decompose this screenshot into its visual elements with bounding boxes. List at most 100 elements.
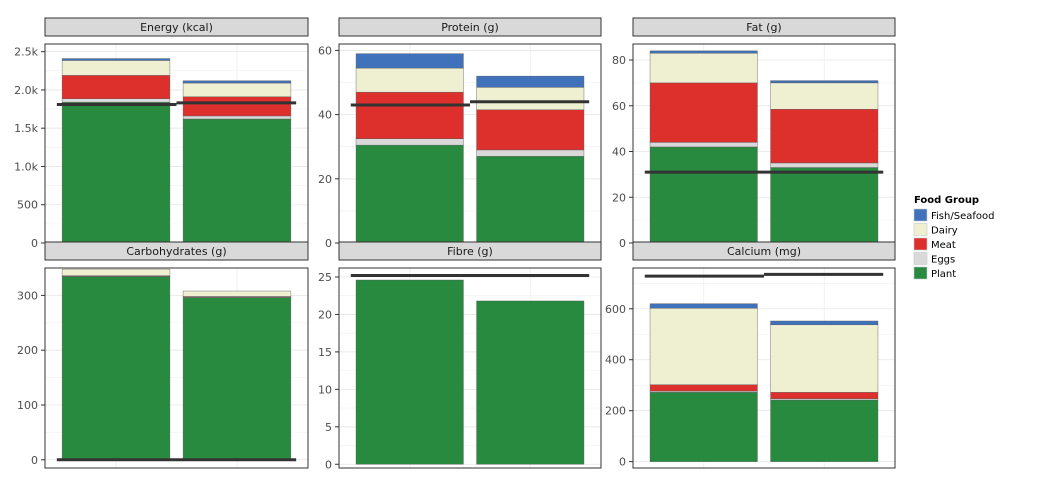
y-tick-label: 600 — [605, 303, 626, 316]
y-tick-label: 20 — [612, 191, 626, 204]
bar-segment — [355, 144, 464, 244]
bar-segment — [770, 80, 879, 84]
bar-segment — [649, 392, 758, 462]
y-tick-label: 300 — [17, 289, 38, 302]
facet-title: Energy (kcal) — [140, 21, 213, 34]
y-tick-label: 80 — [612, 54, 626, 67]
legend-swatch — [913, 223, 928, 236]
bar-segment — [61, 60, 171, 76]
y-tick-label: 20 — [318, 308, 332, 321]
bar-segment — [649, 146, 758, 244]
legend-label: Plant — [931, 269, 956, 280]
y-tick-label: 0 — [31, 454, 38, 467]
facet-title: Fibre (g) — [447, 245, 493, 258]
bar-segment — [355, 67, 464, 93]
facet-strip — [338, 241, 602, 261]
legend-swatch — [913, 266, 928, 280]
y-tick-label: 200 — [17, 344, 38, 357]
bar-segment — [182, 290, 292, 297]
y-tick-label: 200 — [605, 405, 626, 418]
bar-segment — [649, 52, 758, 84]
bar-segment — [649, 384, 758, 392]
bar-segment — [649, 308, 758, 385]
panel-border — [338, 267, 602, 469]
legend-label: Fish/Seafood — [931, 211, 994, 222]
y-tick-label: 60 — [318, 44, 332, 57]
facet-title: Carbohydrates (g) — [126, 245, 226, 258]
facet-panel: Calcium (mg) 0 200 400 600 — [605, 241, 896, 469]
y-tick-label: 1.0k — [14, 160, 38, 173]
bar-segment — [770, 162, 879, 168]
bar-segment — [61, 75, 171, 99]
facet-strip — [338, 17, 602, 37]
facet-panel: Fibre (g) 0 5 10 15 20 25 — [318, 241, 602, 471]
y-tick-label: 40 — [318, 109, 332, 122]
bar-segment — [182, 82, 292, 98]
bar-segment — [182, 297, 292, 460]
bar-segment — [355, 91, 464, 139]
y-tick-label: 60 — [612, 100, 626, 113]
y-tick-label: 25 — [318, 271, 332, 284]
bar-segment — [476, 75, 585, 88]
bar-segment — [61, 58, 171, 61]
y-tick-label: 40 — [612, 146, 626, 159]
y-tick-label: 10 — [318, 383, 332, 396]
facet-panel: Fat (g) 0 20 40 60 80 — [612, 17, 896, 250]
panel-border — [44, 267, 309, 469]
bar-segment — [476, 87, 585, 110]
bar-segment — [476, 109, 585, 151]
legend-label: Meat — [931, 240, 956, 251]
legend-swatch — [913, 237, 928, 251]
bar-segment — [182, 118, 292, 244]
legend-label: Dairy — [931, 226, 958, 237]
y-tick-label: 5 — [325, 421, 332, 434]
legend: Food Group Fish/Seafood Dairy Meat Eggs Plant — [913, 195, 994, 280]
bar-segment — [770, 392, 879, 399]
y-tick-label: 500 — [17, 199, 38, 212]
facet-title: Calcium (mg) — [727, 245, 801, 258]
y-tick-label: 0 — [619, 237, 626, 250]
bar-segment — [770, 167, 879, 244]
bar-segment — [770, 320, 879, 326]
bar-segment — [61, 268, 171, 276]
bar-segment — [182, 96, 292, 117]
facet-strip — [44, 241, 309, 261]
bar-segment — [770, 324, 879, 393]
bar-segment — [770, 399, 879, 462]
bar-segment — [476, 149, 585, 157]
bar-segment — [649, 303, 758, 309]
facet-strip — [632, 17, 896, 37]
bar-segment — [182, 115, 292, 120]
bar-segment — [182, 80, 292, 84]
y-tick-label: 20 — [318, 173, 332, 186]
legend-swatch — [913, 208, 928, 222]
y-tick-label: 100 — [17, 399, 38, 412]
facet-title: Fat (g) — [746, 21, 781, 34]
bar-segment — [649, 50, 758, 54]
y-tick-label: 2.0k — [14, 84, 38, 97]
legend-swatch — [913, 252, 928, 265]
facet-panel: Energy (kcal) 0 500 1.0k 1.5k 2.0k 2.5k — [14, 17, 309, 250]
y-tick-label: 1.5k — [14, 122, 38, 135]
y-tick-label: 0 — [325, 458, 332, 471]
bar-segment — [476, 156, 585, 244]
y-tick-label: 400 — [605, 354, 626, 367]
legend-label: Eggs — [931, 255, 955, 266]
bar-segment — [355, 53, 464, 69]
bar-segment — [61, 98, 171, 103]
bar-segment — [649, 142, 758, 148]
bar-segment — [355, 279, 464, 465]
y-tick-label: 0 — [31, 237, 38, 250]
bar-segment — [61, 101, 171, 244]
facet-strip — [44, 17, 309, 37]
y-tick-label: 2.5k — [14, 46, 38, 59]
facet-panel: Protein (g) 0 20 40 60 — [318, 17, 602, 250]
bar-segment — [649, 82, 758, 143]
bar-segment — [61, 276, 171, 460]
facet-title: Protein (g) — [441, 21, 499, 34]
facet-strip — [632, 241, 896, 261]
bar-segment — [770, 108, 879, 164]
y-tick-label: 0 — [325, 237, 332, 250]
bar-segment — [355, 138, 464, 146]
